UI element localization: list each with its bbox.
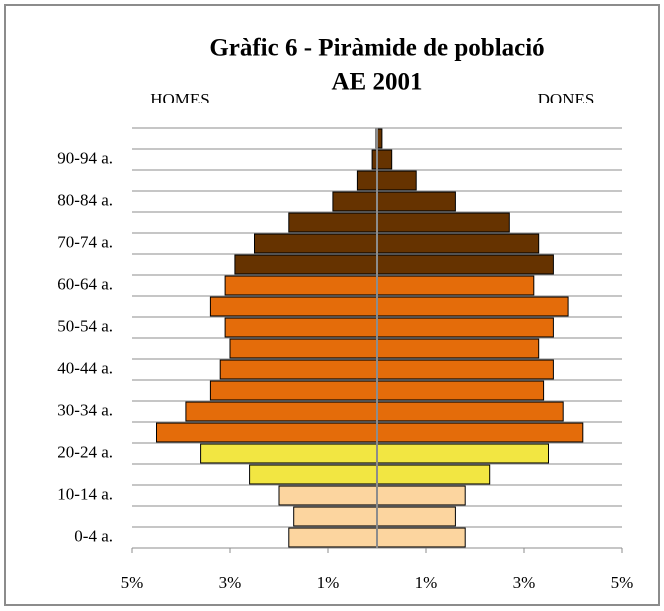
- bar: [376, 275, 535, 296]
- bar: [376, 149, 393, 170]
- bar: [288, 212, 378, 233]
- bar: [376, 233, 540, 254]
- x-tick-label: 5%: [121, 573, 144, 592]
- bar: [376, 422, 584, 443]
- bar: [254, 233, 378, 254]
- y-tick-label: 10-14 a.: [57, 484, 113, 503]
- bar: [200, 443, 378, 464]
- bar: [376, 317, 554, 338]
- bar: [224, 317, 378, 338]
- bar: [293, 506, 378, 527]
- x-tick-label: 1%: [317, 573, 340, 592]
- bar: [209, 296, 378, 317]
- bar: [376, 380, 545, 401]
- x-tick-label: 3%: [219, 573, 242, 592]
- bar: [376, 485, 466, 506]
- bar: [376, 401, 564, 422]
- series-label: DONES: [538, 90, 595, 109]
- bar: [376, 170, 417, 191]
- x-tick-label: 1%: [415, 573, 438, 592]
- bar: [376, 527, 466, 548]
- y-tick-label: 40-44 a.: [57, 358, 113, 377]
- bar: [229, 338, 378, 359]
- y-tick-label: 90-94 a.: [57, 148, 113, 167]
- y-tick-label: 60-64 a.: [57, 274, 113, 293]
- bar: [376, 359, 554, 380]
- bar: [376, 296, 569, 317]
- bar: [209, 380, 378, 401]
- bar: [224, 275, 378, 296]
- chart-subtitle: AE 2001: [332, 69, 423, 96]
- bar: [278, 485, 378, 506]
- bar: [249, 464, 378, 485]
- bar: [376, 464, 491, 485]
- chart-title: Gràfic 6 - Piràmide de població: [209, 35, 544, 62]
- bar: [376, 254, 554, 275]
- bar: [376, 506, 456, 527]
- bar: [234, 254, 378, 275]
- bar: [156, 422, 378, 443]
- bar: [185, 401, 378, 422]
- bar: [376, 338, 540, 359]
- bar: [376, 191, 456, 212]
- y-tick-label: 80-84 a.: [57, 190, 113, 209]
- bar: [376, 443, 549, 464]
- y-tick-label: 20-24 a.: [57, 442, 113, 461]
- bar: [356, 170, 378, 191]
- y-tick-label: 30-34 a.: [57, 400, 113, 419]
- y-tick-label: 0-4 a.: [74, 526, 113, 545]
- x-tick-label: 5%: [611, 573, 634, 592]
- bar: [219, 359, 378, 380]
- y-tick-label: 50-54 a.: [57, 316, 113, 335]
- bar: [332, 191, 378, 212]
- bar: [376, 212, 510, 233]
- x-tick-label: 3%: [513, 573, 536, 592]
- series-label: HOMES: [150, 90, 210, 109]
- y-tick-label: 70-74 a.: [57, 232, 113, 251]
- bar: [288, 527, 378, 548]
